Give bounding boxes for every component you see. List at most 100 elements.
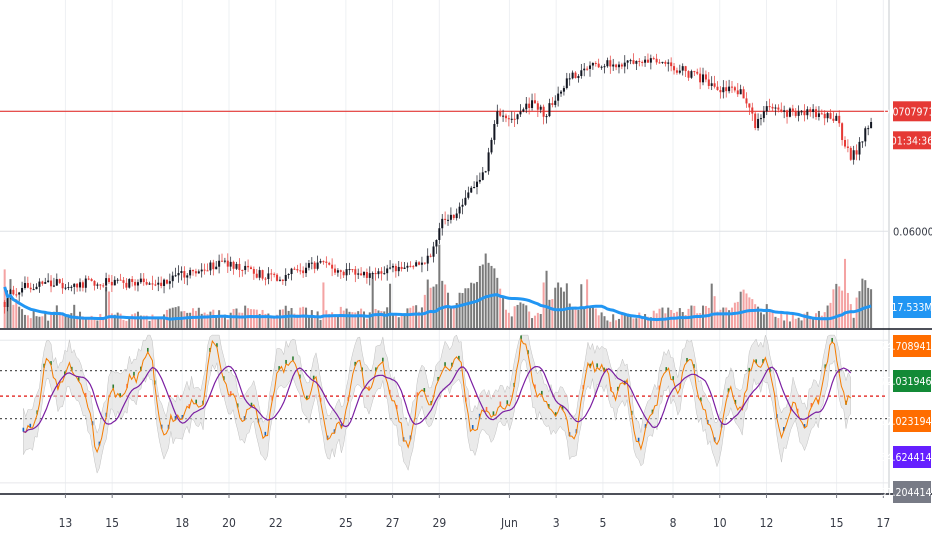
candle-body bbox=[9, 289, 12, 295]
candle-body bbox=[684, 66, 687, 72]
volume-bar bbox=[649, 317, 652, 328]
candle-body bbox=[73, 283, 76, 287]
volume-bar bbox=[220, 315, 224, 328]
oscillator-mark bbox=[651, 409, 654, 414]
candle-body bbox=[496, 111, 499, 124]
volume-bar bbox=[525, 305, 528, 328]
volume-bar bbox=[64, 314, 67, 328]
volume-bar bbox=[533, 315, 536, 328]
candle-body bbox=[180, 271, 183, 274]
oscillator-mark bbox=[223, 376, 225, 381]
volume-bar bbox=[157, 317, 160, 328]
oscillator-value-label bbox=[893, 446, 931, 468]
oscillator-mark bbox=[451, 362, 453, 367]
oscillator-mark bbox=[430, 400, 433, 405]
candle-body bbox=[423, 262, 426, 264]
grid-lines bbox=[0, 0, 888, 493]
volume-bar bbox=[331, 312, 334, 328]
volume-bar bbox=[829, 302, 832, 328]
candle-body bbox=[748, 103, 751, 108]
candle-body bbox=[815, 109, 818, 117]
volume-bar bbox=[600, 312, 603, 328]
candle-body bbox=[322, 261, 325, 263]
x-tick-label: 5 bbox=[599, 516, 606, 530]
volume-bar bbox=[142, 315, 145, 328]
candle-body bbox=[406, 265, 409, 268]
candle-body bbox=[516, 114, 519, 120]
oscillator-mark bbox=[547, 404, 550, 409]
volume-bar bbox=[736, 301, 739, 328]
oscillator-mark bbox=[395, 404, 398, 409]
volume-bar bbox=[287, 310, 290, 328]
oscillator-mark bbox=[312, 375, 315, 380]
x-tick-label: 29 bbox=[432, 516, 446, 530]
candle-body bbox=[536, 103, 539, 110]
volume-bar bbox=[612, 314, 615, 328]
candle-body bbox=[415, 262, 418, 267]
volume-bar bbox=[128, 318, 131, 328]
volume-bar bbox=[426, 279, 429, 328]
oscillator-value-label-text: 51.20441473 bbox=[880, 487, 932, 499]
candle-body bbox=[29, 287, 32, 290]
x-tick-label: 22 bbox=[269, 516, 283, 530]
oscillator-mark bbox=[70, 366, 73, 371]
volume-bar bbox=[864, 280, 867, 328]
volume-bar bbox=[107, 291, 111, 328]
oscillator-mark bbox=[292, 356, 294, 361]
candle-body bbox=[426, 255, 429, 264]
candle-body bbox=[35, 286, 38, 290]
candle-body bbox=[258, 270, 261, 278]
volume-bar bbox=[90, 315, 93, 328]
candle-body bbox=[241, 269, 244, 271]
volume-bar bbox=[458, 292, 461, 328]
oscillator-mark bbox=[444, 362, 446, 367]
volume-bar bbox=[389, 283, 392, 328]
oscillator-mark bbox=[278, 366, 280, 371]
volume-bar bbox=[632, 318, 635, 328]
oscillator-mark bbox=[554, 412, 557, 417]
candle-body bbox=[699, 73, 702, 83]
volume-bars bbox=[3, 244, 873, 328]
candle-body bbox=[125, 282, 128, 288]
volume-bar bbox=[504, 309, 507, 328]
candle-body bbox=[490, 139, 493, 153]
candle-body bbox=[67, 287, 70, 289]
candle-body bbox=[360, 273, 363, 276]
candle-body bbox=[154, 284, 157, 286]
candle-body bbox=[609, 60, 612, 67]
volume-bar bbox=[336, 315, 339, 328]
x-tick-label: 17 bbox=[876, 516, 890, 530]
oscillator-mark bbox=[541, 390, 543, 395]
candle-body bbox=[817, 113, 820, 117]
candle-body bbox=[18, 292, 21, 295]
candle-body bbox=[730, 86, 734, 88]
volume-bar bbox=[551, 299, 554, 328]
volume-bar bbox=[264, 313, 267, 328]
volume-bar bbox=[41, 316, 44, 328]
x-tick-label: 12 bbox=[760, 516, 774, 530]
oscillator-value-label-text: 72.03194611 bbox=[880, 376, 932, 388]
candle-body bbox=[200, 269, 203, 272]
oscillator-mark bbox=[64, 371, 66, 376]
volume-bar bbox=[861, 278, 864, 328]
candle-body bbox=[296, 269, 299, 271]
oscillator-mark bbox=[98, 441, 101, 446]
volume-bar bbox=[21, 309, 24, 328]
candle-body bbox=[661, 61, 664, 63]
candle-body bbox=[270, 273, 273, 275]
volume-bar bbox=[594, 308, 597, 328]
volume-bar bbox=[360, 308, 363, 328]
candle-body bbox=[617, 64, 620, 68]
volume-bar bbox=[800, 320, 803, 328]
volume-bar bbox=[432, 286, 435, 328]
volume-bar bbox=[209, 311, 212, 328]
volume-bar bbox=[438, 244, 441, 328]
volume-bar bbox=[870, 289, 873, 328]
volume-bar bbox=[122, 319, 125, 328]
candle-body bbox=[136, 282, 139, 286]
candle-body bbox=[142, 278, 145, 283]
volume-bar bbox=[15, 298, 18, 328]
oscillator-mark bbox=[147, 347, 149, 352]
volume-bar bbox=[50, 314, 53, 328]
